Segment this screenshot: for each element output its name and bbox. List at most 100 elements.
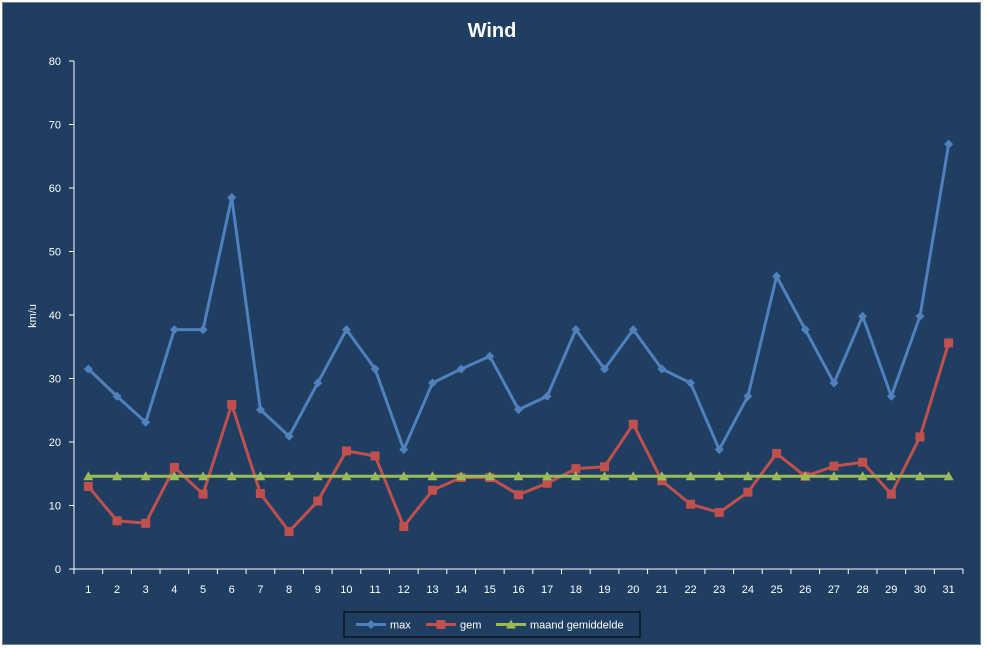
x-tick-label: 13 — [426, 584, 438, 596]
data-point — [169, 325, 179, 335]
data-point — [198, 471, 209, 481]
data-point — [943, 471, 954, 481]
series-line — [87, 143, 951, 452]
x-tick-label: 2 — [114, 584, 120, 596]
x-tick-label: 28 — [857, 584, 869, 596]
data-point — [915, 432, 925, 442]
data-point — [600, 364, 610, 374]
series-maand-gemiddelde — [83, 471, 954, 481]
data-point — [140, 471, 151, 481]
data-point — [800, 325, 810, 335]
data-point — [169, 462, 179, 472]
data-point — [313, 496, 323, 506]
data-point — [686, 378, 696, 388]
data-point — [772, 448, 782, 458]
data-point — [944, 139, 954, 149]
legend-swatch-marker — [366, 620, 376, 629]
series-gem — [83, 338, 954, 537]
data-point — [141, 518, 151, 528]
data-point — [370, 364, 380, 374]
y-tick-label: 70 — [49, 120, 61, 132]
data-point — [915, 311, 925, 321]
x-tick-label: 6 — [229, 584, 235, 596]
data-point — [83, 481, 93, 491]
data-point — [886, 489, 896, 499]
data-point — [685, 471, 696, 481]
data-point — [571, 464, 581, 474]
legend-item: maand gemiddelde — [496, 619, 624, 632]
data-point — [771, 471, 782, 481]
legend-item: gem — [426, 620, 481, 632]
data-point — [944, 338, 954, 348]
x-tick-label: 19 — [598, 584, 610, 596]
data-point — [255, 405, 265, 415]
data-point — [341, 471, 352, 481]
x-tick-label: 15 — [484, 584, 496, 596]
legend: max gem maand gemiddelde — [343, 611, 641, 638]
x-tick-label: 27 — [828, 584, 840, 596]
data-point — [628, 471, 639, 481]
x-tick-label: 20 — [627, 584, 639, 596]
data-point — [743, 487, 753, 497]
data-point — [284, 471, 295, 481]
data-point — [628, 419, 638, 429]
y-tick-label: 80 — [49, 56, 61, 68]
data-point — [686, 499, 696, 509]
data-point — [284, 431, 294, 441]
legend-swatch-marker — [506, 619, 516, 629]
y-tick-label: 10 — [49, 501, 61, 513]
series-line — [87, 342, 951, 534]
data-point — [112, 471, 123, 481]
x-tick-label: 7 — [257, 584, 263, 596]
x-tick-label: 14 — [455, 584, 467, 596]
x-tick-label: 16 — [512, 584, 524, 596]
data-point — [542, 471, 553, 481]
data-point — [485, 351, 495, 361]
data-point — [571, 325, 581, 335]
data-point — [772, 271, 782, 281]
x-tick-label: 31 — [943, 584, 955, 596]
legend-label: gem — [460, 620, 481, 632]
data-point — [313, 378, 323, 388]
data-point — [226, 471, 237, 481]
data-point — [427, 471, 438, 481]
data-point — [657, 364, 667, 374]
data-point — [514, 405, 523, 415]
data-point — [255, 471, 266, 481]
legend-label: maand gemiddelde — [530, 620, 624, 632]
legend-label: max — [390, 620, 411, 632]
data-point — [858, 311, 868, 321]
x-tick-label: 10 — [340, 584, 352, 596]
data-point — [599, 471, 610, 481]
data-point — [255, 488, 265, 498]
data-point — [714, 507, 724, 517]
x-tick-label: 26 — [799, 584, 811, 596]
data-point — [829, 378, 839, 388]
data-point — [743, 391, 753, 401]
data-point — [828, 471, 839, 481]
legend-swatch-marker — [436, 620, 446, 629]
data-point — [714, 445, 724, 455]
data-point — [657, 476, 667, 486]
chart-title: Wind — [468, 20, 517, 42]
data-point — [427, 485, 437, 495]
data-point — [600, 462, 610, 472]
data-point — [628, 325, 638, 335]
data-point — [858, 457, 868, 467]
data-point — [484, 471, 495, 481]
x-tick-label: 22 — [684, 584, 696, 596]
data-point — [427, 378, 437, 388]
y-tick-label: 60 — [49, 183, 61, 195]
y-tick-label: 0 — [55, 564, 61, 576]
data-point — [398, 471, 409, 481]
data-point — [141, 417, 151, 427]
y-tick-label: 50 — [49, 247, 61, 259]
data-point — [399, 521, 409, 531]
y-tick-label: 40 — [49, 310, 61, 322]
data-point — [370, 451, 380, 461]
data-point — [857, 471, 868, 481]
data-point — [542, 478, 552, 488]
data-point — [312, 471, 323, 481]
